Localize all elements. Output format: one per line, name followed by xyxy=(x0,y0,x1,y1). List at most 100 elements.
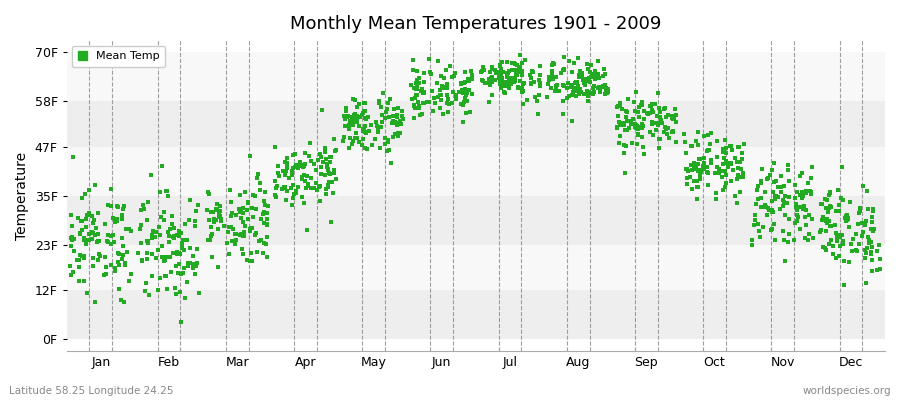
Point xyxy=(185,264,200,271)
Point xyxy=(781,167,796,173)
Point xyxy=(545,68,560,74)
Point xyxy=(224,224,238,230)
Point xyxy=(370,123,384,130)
Text: Latitude 58.25 Longitude 24.25: Latitude 58.25 Longitude 24.25 xyxy=(9,386,174,396)
Point xyxy=(631,109,645,115)
Point xyxy=(417,70,431,77)
Point xyxy=(800,180,814,186)
Point xyxy=(72,278,86,284)
Point xyxy=(114,212,129,218)
Point xyxy=(758,189,772,195)
Point xyxy=(225,210,239,216)
Point xyxy=(870,248,885,254)
Point xyxy=(724,161,739,168)
Point xyxy=(254,215,268,222)
Point xyxy=(212,208,227,214)
Point xyxy=(285,151,300,158)
Bar xyxy=(67,146,885,196)
Point xyxy=(782,194,796,200)
Point xyxy=(583,69,598,76)
Point xyxy=(736,174,751,180)
Point xyxy=(556,67,571,73)
Point xyxy=(417,90,431,96)
Point xyxy=(429,80,444,86)
Point xyxy=(778,192,792,199)
Point xyxy=(724,147,739,153)
Point xyxy=(736,170,751,177)
Point xyxy=(233,232,248,238)
Point xyxy=(629,122,643,129)
Point xyxy=(378,135,392,141)
Point xyxy=(776,197,790,204)
Point xyxy=(115,216,130,222)
Point xyxy=(498,90,512,96)
Point xyxy=(464,72,479,78)
Point xyxy=(282,175,296,181)
Point xyxy=(700,169,715,175)
Point xyxy=(697,133,711,139)
Point xyxy=(204,231,219,237)
Point xyxy=(436,74,451,81)
Point xyxy=(868,226,882,232)
Point xyxy=(591,75,606,81)
Point xyxy=(652,109,667,115)
Point xyxy=(259,254,274,261)
Point xyxy=(166,250,181,256)
Point xyxy=(63,263,77,269)
Point xyxy=(476,78,491,84)
Point xyxy=(423,69,437,75)
Point xyxy=(76,235,91,241)
Point xyxy=(358,144,373,151)
Point xyxy=(170,232,184,238)
Point xyxy=(762,172,777,179)
Point xyxy=(299,184,313,191)
Point xyxy=(661,124,675,131)
Point xyxy=(871,242,886,248)
Point xyxy=(278,168,293,174)
Point xyxy=(78,191,93,197)
Point xyxy=(609,125,624,132)
Point xyxy=(169,248,184,255)
Point xyxy=(806,235,820,241)
Point xyxy=(495,58,509,65)
Point xyxy=(157,209,171,216)
Point xyxy=(228,230,242,237)
Point xyxy=(415,86,429,92)
Point xyxy=(268,191,283,198)
Point xyxy=(346,96,360,103)
Point xyxy=(112,251,126,258)
Point xyxy=(503,78,517,84)
Point xyxy=(247,191,261,198)
Point xyxy=(270,183,284,189)
Point xyxy=(412,103,427,109)
Point xyxy=(298,160,312,167)
Point xyxy=(793,226,807,232)
Point xyxy=(544,72,559,78)
Point xyxy=(787,237,801,244)
Point xyxy=(355,142,369,148)
Point xyxy=(716,186,730,193)
Point xyxy=(717,146,732,152)
Point xyxy=(464,68,478,74)
Point xyxy=(789,188,804,195)
Point xyxy=(260,210,274,216)
Point xyxy=(687,162,701,168)
Point xyxy=(665,129,680,136)
Point xyxy=(391,112,405,118)
Point xyxy=(91,256,105,263)
Point xyxy=(88,232,103,238)
Point xyxy=(687,178,701,184)
Point xyxy=(173,289,187,296)
Point xyxy=(513,51,527,58)
Point xyxy=(424,71,438,77)
Point xyxy=(260,221,274,228)
Point xyxy=(873,256,887,262)
Point xyxy=(837,282,851,288)
Point xyxy=(375,112,390,118)
Point xyxy=(76,252,91,259)
Point xyxy=(140,199,155,205)
Point xyxy=(76,217,90,224)
Point xyxy=(483,75,498,81)
Point xyxy=(616,120,631,126)
Point xyxy=(767,179,781,185)
